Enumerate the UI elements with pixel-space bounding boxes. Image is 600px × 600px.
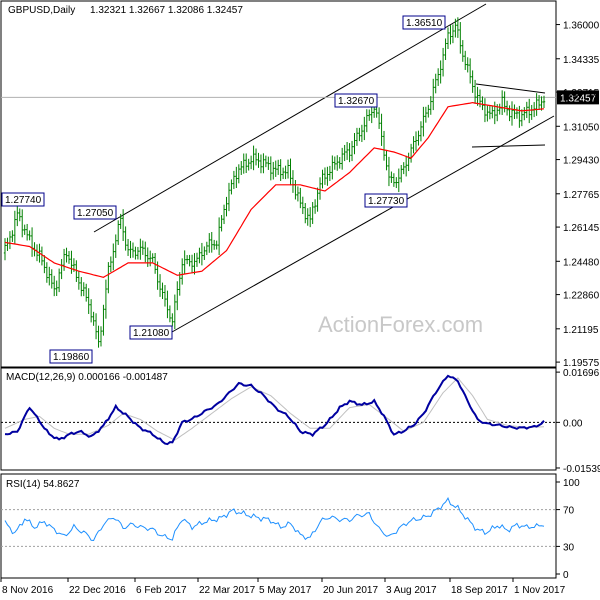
rsi-line [4, 496, 545, 542]
last-price-value: 1.32457 [560, 93, 597, 104]
macd-layer [1, 374, 556, 446]
trend-line [171, 115, 555, 333]
swing-annotation-label: 1.27730 [368, 196, 405, 207]
price-y-tick-label: 1.31050 [563, 122, 600, 133]
price-y-tick-label: 1.32715 [563, 88, 600, 99]
x-axis-tick-label: 1 Nov 2017 [514, 585, 566, 596]
rsi-title: RSI(14) 54.8627 [6, 479, 80, 490]
swing-annotation-box [364, 193, 408, 208]
swing-annotation-label: 1.21080 [133, 328, 170, 339]
swing-annotation-label: 1.32670 [338, 96, 375, 107]
swing-annotation-box [49, 349, 93, 364]
macd-line [4, 374, 545, 446]
rsi-layer [1, 496, 556, 547]
price-y-tick-label: 1.21195 [563, 325, 599, 336]
swing-annotation-box [129, 325, 173, 340]
rsi-y-tick-label: 0 [563, 570, 569, 581]
swing-annotation-label: 1.36510 [406, 18, 443, 29]
macd-title: MACD(12,26,9) 0.000166 -0.001487 [6, 372, 168, 383]
macd-y-tick-label: 0.00 [563, 418, 583, 429]
swing-annotation-box [1, 192, 45, 207]
x-axis-tick-label: 22 Mar 2017 [199, 585, 256, 596]
x-axis-tick-label: 6 Feb 2017 [136, 585, 187, 596]
price-y-tick-label: 1.27765 [563, 190, 600, 201]
swing-annotation-label: 1.27740 [5, 195, 42, 206]
macd-panel-frame [0, 367, 557, 471]
x-axis-tick-label: 18 Sep 2017 [451, 585, 508, 596]
rsi-y-tick-label: 30 [563, 542, 575, 553]
x-axis-tick-label: 22 Dec 2016 [69, 585, 126, 596]
price-y-tick-label: 1.22860 [563, 291, 600, 302]
rsi-y-tick-label: 100 [563, 478, 580, 489]
price-y-tick-label: 1.34335 [563, 55, 600, 66]
watermark: ActionForex.com [318, 312, 483, 337]
price-y-tick-label: 1.24480 [563, 257, 600, 268]
macd-y-tick-label: -0.015394 [563, 464, 600, 475]
trend-line [471, 144, 546, 148]
x-axis-tick-label: 5 May 2017 [259, 585, 312, 596]
rsi-panel-frame [0, 473, 557, 579]
price-panel-frame [0, 0, 557, 368]
swing-annotation-box [402, 15, 446, 30]
last-price-badge [557, 90, 599, 105]
swing-annotation-label: 1.27050 [77, 208, 114, 219]
price-y-tick-label: 1.29430 [563, 156, 600, 167]
price-layer: 1.27740 1.27050 1.19860 1.21080 1.32670 1.277… [1, 3, 599, 364]
x-axis-tick-label: 3 Aug 2017 [386, 585, 437, 596]
price-y-tick-label: 1.26145 [563, 223, 600, 234]
moving-average-line [4, 101, 545, 278]
swing-annotation-label: 1.19860 [53, 352, 90, 363]
symbol-label: GBPUSD,Daily [8, 5, 75, 16]
ohlc-label: 1.32321 1.32667 1.32086 1.32457 [90, 5, 243, 16]
trend-line [475, 83, 546, 94]
swing-annotation-box [73, 205, 117, 220]
price-y-tick-label: 1.19575 [563, 358, 600, 369]
x-axis-tick-label: 8 Nov 2016 [2, 585, 54, 596]
macd-signal-line [4, 377, 545, 441]
x-axis-tick-label: 20 Jun 2017 [323, 585, 378, 596]
swing-annotation-box [334, 93, 378, 108]
rsi-y-tick-label: 70 [563, 506, 575, 517]
axis-layer: 1.36000 1.34335 1.32715 1.31050 1.29430 1.277… [0, 21, 600, 596]
trend-line [93, 3, 487, 233]
macd-y-tick-label: 0.01696 [563, 368, 600, 379]
price-y-tick-label: 1.36000 [563, 21, 600, 32]
